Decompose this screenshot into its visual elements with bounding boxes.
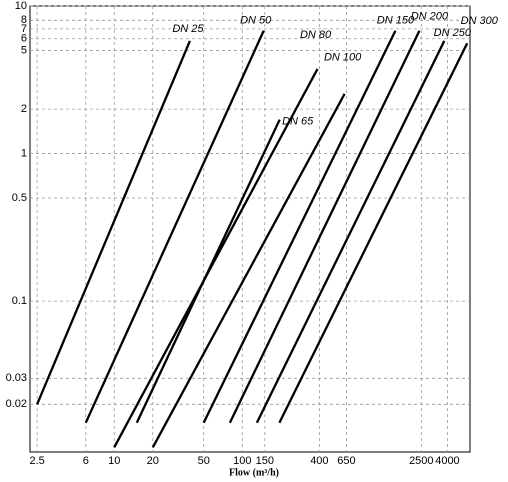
series-line: [228, 30, 421, 424]
series-line: [255, 40, 446, 424]
y-tick-label: 1: [21, 147, 27, 159]
series-label: DN 200: [411, 11, 449, 23]
plot-frame: [29, 5, 471, 453]
y-tick-label: 0.02: [6, 398, 27, 410]
series-label: DN 150: [377, 15, 415, 27]
series-label: DN 50: [240, 15, 272, 27]
series-label: DN 25: [172, 23, 204, 35]
x-tick-label: 2500: [409, 455, 433, 467]
x-tick-label: 100: [233, 455, 251, 467]
y-tick-label: 5: [21, 44, 27, 56]
x-tick-label: 20: [147, 455, 159, 467]
y-tick-label: 0.03: [6, 372, 27, 384]
series-line: [113, 68, 319, 448]
series-line: [84, 30, 265, 424]
y-tick-label: 8: [21, 14, 27, 26]
x-tick-label: 650: [337, 455, 355, 467]
series-line: [36, 40, 191, 405]
x-tick-label: 150: [256, 455, 274, 467]
x-tick-label: 6: [83, 455, 89, 467]
y-tick-label: 10: [15, 0, 27, 12]
y-tick-label: 0.1: [12, 295, 27, 307]
series-line: [202, 30, 397, 424]
x-tick-label: 4000: [435, 455, 459, 467]
y-tick-label: 2: [21, 103, 27, 115]
y-tick-label: 6: [21, 33, 27, 45]
y-tick-label: 7: [21, 23, 27, 35]
y-tick-label: 0.5: [12, 192, 27, 204]
series-line: [278, 42, 469, 424]
series-label: DN 250: [434, 27, 472, 39]
series-label: DN 100: [324, 52, 362, 64]
series-label: DN 300: [461, 15, 499, 27]
x-tick-label: 10: [108, 455, 120, 467]
x-tick-label: 2.5: [29, 455, 44, 467]
x-tick-label: 400: [310, 455, 328, 467]
x-tick-label: 50: [198, 455, 210, 467]
series-line: [151, 93, 346, 448]
series-label: DN 80: [300, 29, 332, 41]
x-axis-label: Flow (m³/h): [229, 467, 279, 478]
